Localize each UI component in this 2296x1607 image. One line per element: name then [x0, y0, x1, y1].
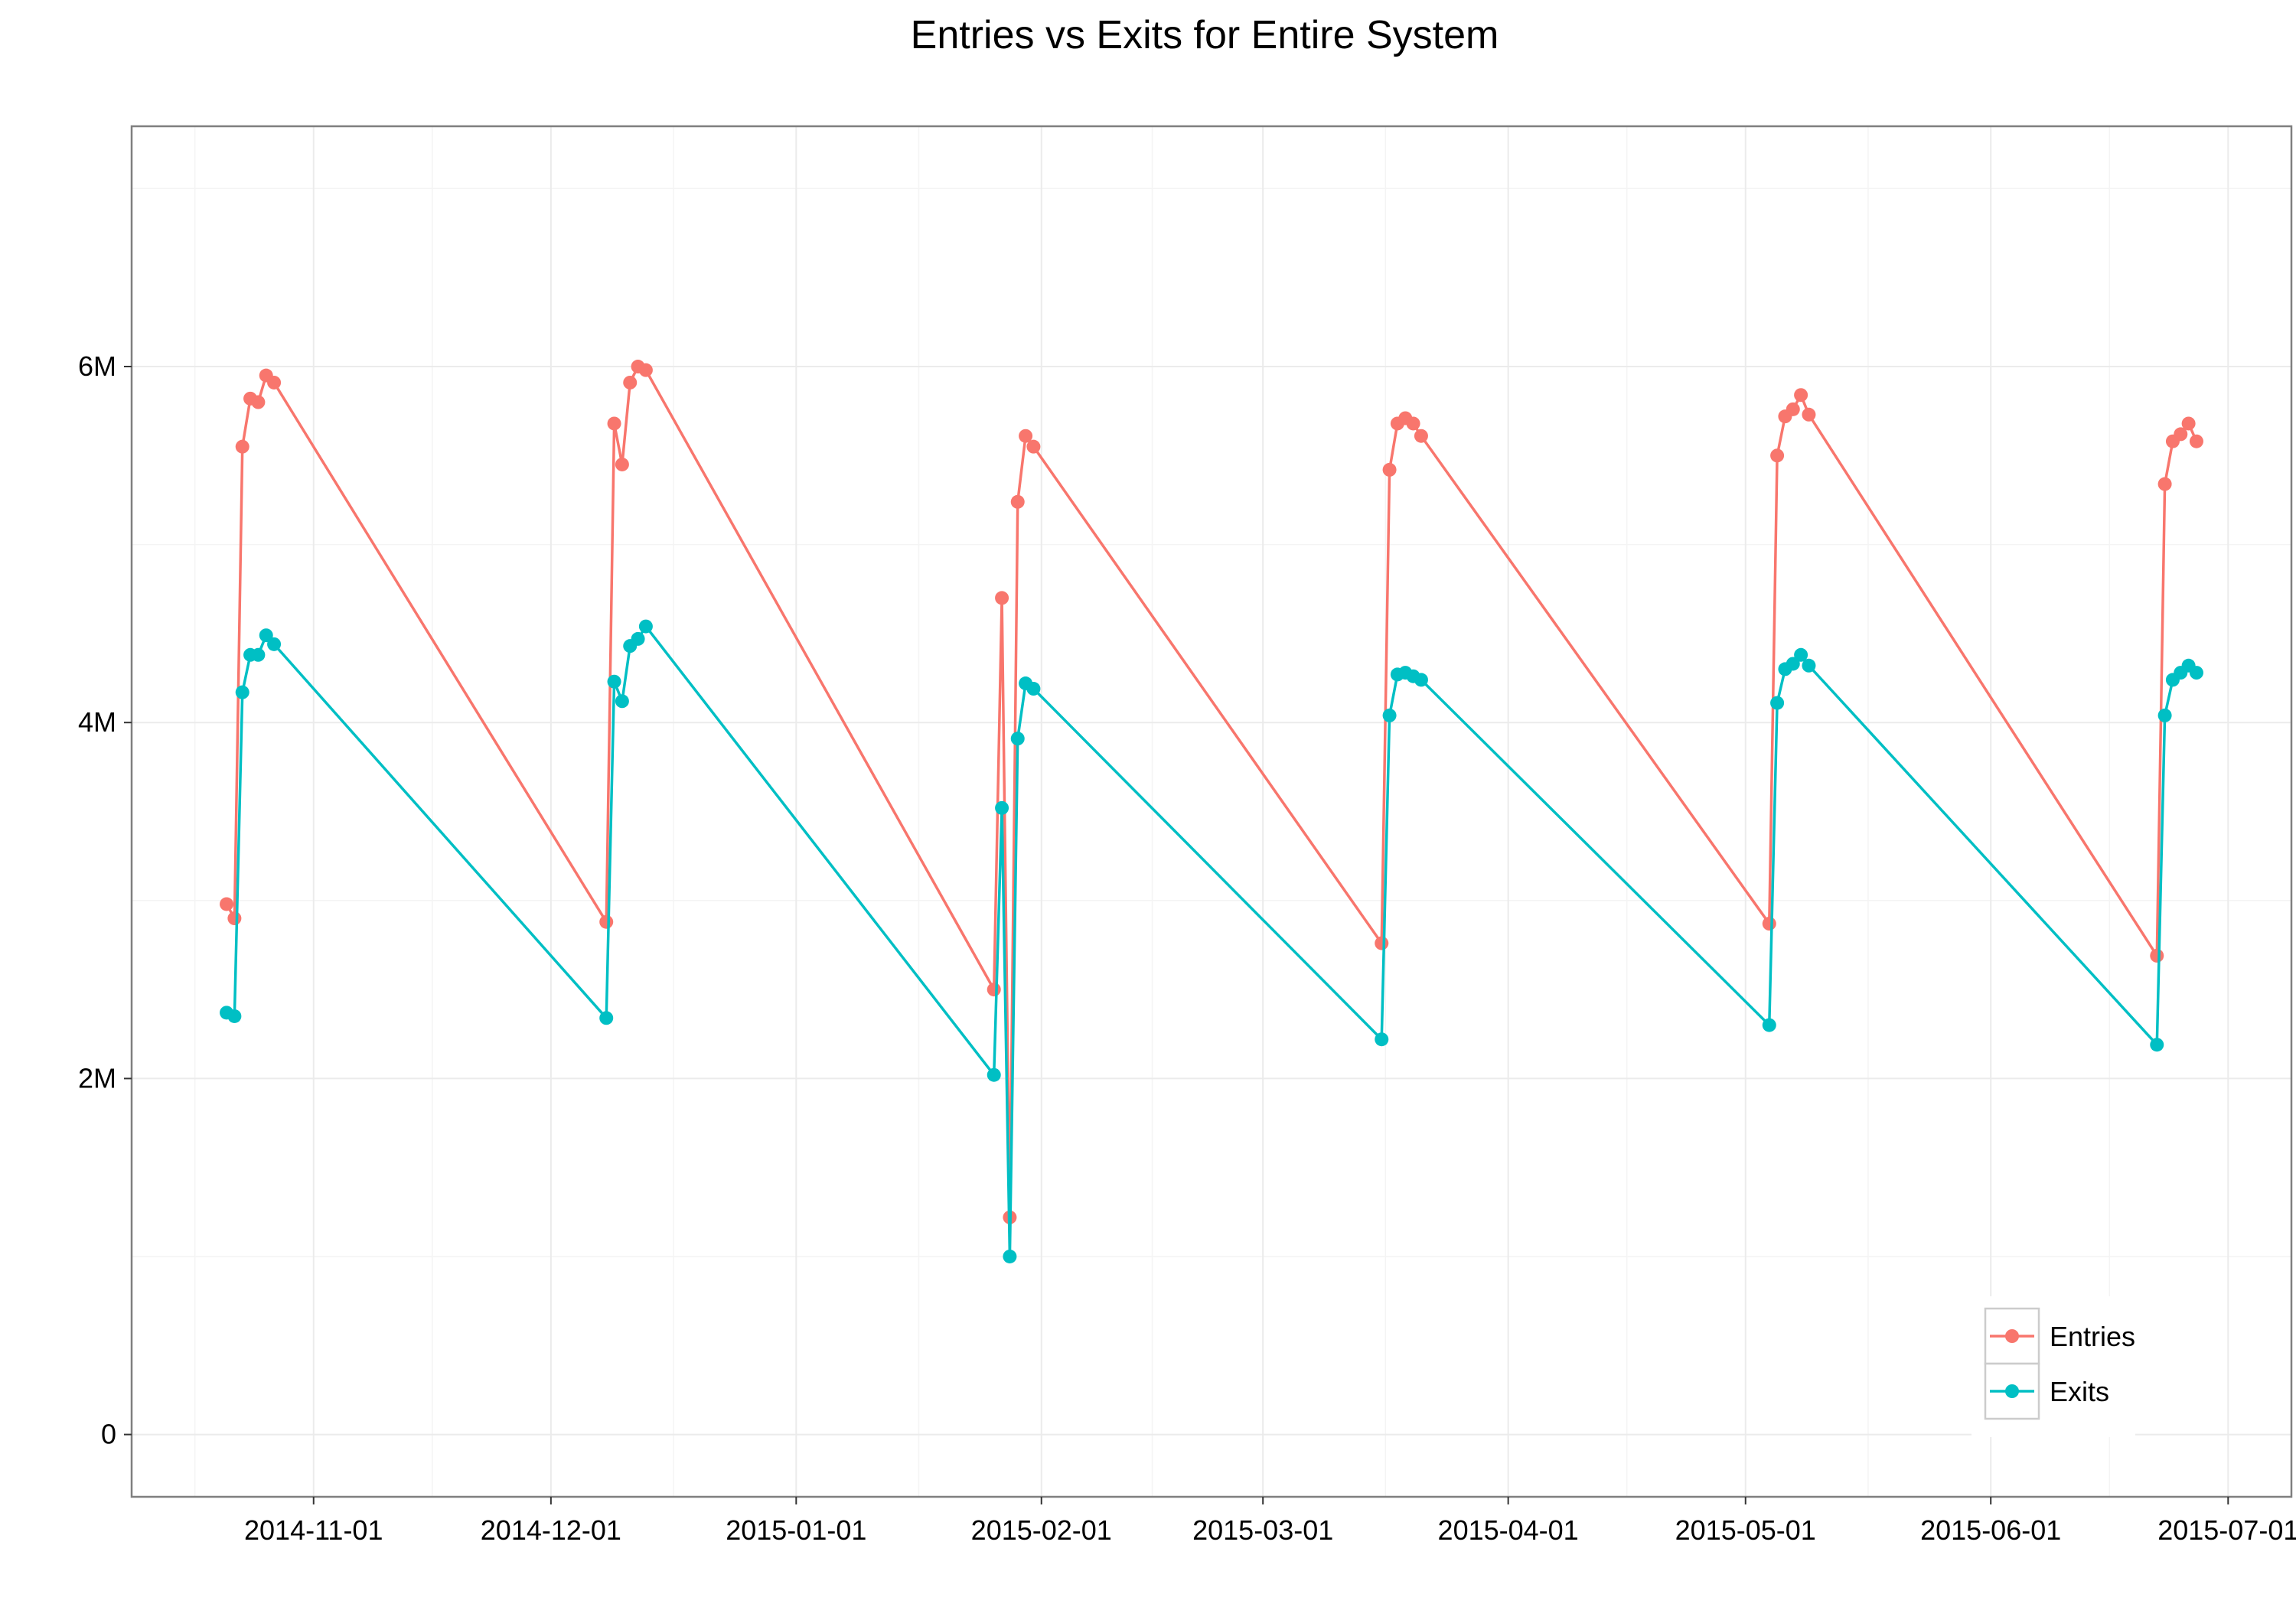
data-point-entries [623, 375, 638, 390]
data-point-entries [227, 911, 242, 926]
data-point-entries [1414, 429, 1428, 443]
x-tick-label: 2015-01-01 [726, 1514, 866, 1546]
x-tick-label: 2015-07-01 [2157, 1514, 2296, 1546]
chart-title: Entries vs Exits for Entire System [911, 13, 1499, 57]
data-point-entries [638, 363, 653, 377]
data-point-exits [615, 694, 629, 709]
data-point-exits [1414, 673, 1428, 687]
y-tick-label: 0 [101, 1419, 116, 1450]
data-point-entries [2157, 477, 2172, 491]
data-point-entries [1382, 462, 1397, 477]
legend-key-point-exits [2005, 1384, 2019, 1398]
data-point-entries [1794, 388, 1808, 403]
data-point-entries [599, 914, 614, 929]
data-point-exits [1010, 732, 1025, 746]
data-point-entries [1406, 416, 1420, 431]
data-point-entries [235, 439, 249, 454]
y-axis: 0 2M 4M 6M [78, 350, 132, 1450]
data-point-exits [2189, 666, 2203, 680]
data-point-entries [267, 375, 282, 390]
data-point-entries [995, 591, 1009, 605]
data-point-exits [259, 628, 273, 643]
data-point-exits [1382, 708, 1397, 722]
legend: Entries Exits [1971, 1296, 2135, 1437]
data-point-exits [607, 674, 621, 689]
data-point-exits [1794, 647, 1808, 662]
minor-gridlines [132, 126, 2291, 1497]
data-point-entries [615, 457, 629, 471]
legend-label-exits: Exits [2050, 1376, 2109, 1407]
x-tick-label: 2015-04-01 [1438, 1514, 1579, 1546]
data-point-exits [251, 647, 266, 662]
data-point-entries [1026, 439, 1041, 454]
legend-label-entries: Entries [2050, 1321, 2135, 1352]
data-point-exits [599, 1011, 614, 1025]
data-point-exits [1762, 1018, 1776, 1032]
x-tick-label: 2015-03-01 [1192, 1514, 1333, 1546]
data-point-entries [1802, 407, 1816, 422]
data-point-exits [1802, 658, 1816, 673]
data-point-entries [1019, 429, 1033, 443]
x-tick-label: 2014-11-01 [244, 1514, 383, 1546]
x-tick-label: 2015-02-01 [971, 1514, 1112, 1546]
legend-key-point-entries [2005, 1329, 2019, 1343]
data-point-exits [2157, 708, 2172, 722]
y-tick-label: 2M [78, 1062, 116, 1094]
y-tick-label: 6M [78, 350, 116, 382]
plot-border [130, 125, 2293, 1498]
data-point-exits [227, 1009, 242, 1023]
x-axis: 2014-11-01 2014-12-01 2015-01-01 2015-02-01… [244, 1497, 2296, 1546]
data-point-entries [987, 983, 1001, 997]
data-point-exits [1770, 696, 1785, 710]
major-gridlines [132, 126, 2291, 1497]
data-point-entries [1010, 494, 1025, 509]
data-point-exits [638, 619, 653, 634]
data-point-entries [607, 416, 621, 431]
data-point-entries [2150, 948, 2164, 963]
data-point-exits [987, 1068, 1001, 1082]
series-layer [220, 360, 2203, 1263]
data-point-entries [220, 897, 234, 911]
data-point-exits [2150, 1038, 2164, 1052]
data-point-entries [251, 395, 266, 409]
data-point-exits [267, 637, 282, 651]
data-point-entries [1786, 402, 1800, 416]
data-point-entries [2174, 427, 2188, 442]
data-point-exits [235, 685, 249, 699]
data-point-exits [1003, 1249, 1017, 1263]
x-tick-label: 2015-06-01 [1920, 1514, 2061, 1546]
x-tick-label: 2015-05-01 [1675, 1514, 1816, 1546]
data-point-exits [631, 631, 645, 646]
data-point-exits [995, 800, 1009, 815]
x-tick-label: 2014-12-01 [481, 1514, 621, 1546]
data-point-exits [1375, 1032, 1389, 1047]
data-point-entries [1375, 936, 1389, 950]
data-point-entries [1770, 448, 1785, 463]
data-point-exits [1786, 657, 1800, 671]
data-point-entries [2189, 434, 2203, 448]
data-point-exits [1026, 682, 1041, 696]
y-tick-label: 4M [78, 706, 116, 738]
data-point-entries [2181, 416, 2196, 431]
data-point-entries [1762, 917, 1776, 931]
